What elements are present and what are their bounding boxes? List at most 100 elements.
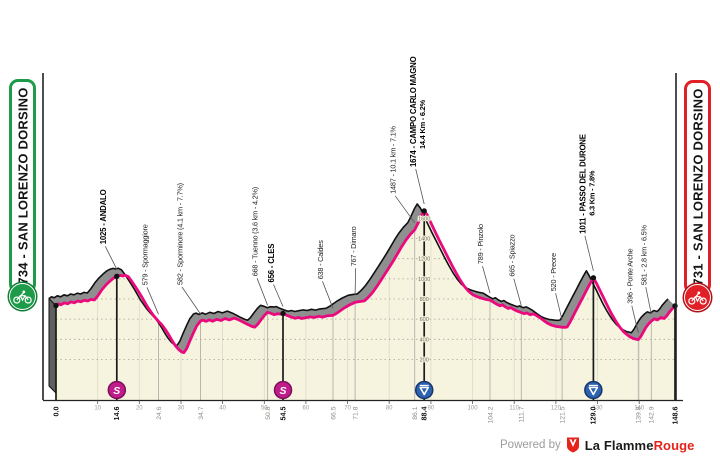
km-distance-label: 0.0: [51, 407, 60, 417]
km-distance-label: 71.8: [352, 406, 359, 419]
x-axis-tick-label: 10: [94, 406, 101, 412]
brand-black: La Flamme: [584, 437, 654, 453]
location-label: 638 - Caldes: [316, 240, 325, 280]
km-distance-label: 139.8: [636, 406, 643, 423]
label-leader-line: [513, 278, 522, 306]
label-leader-line: [256, 278, 268, 306]
elevation-scale-label: 1600: [418, 216, 430, 222]
km-distance-label: 104.2: [487, 406, 494, 423]
start-badge: 734 - SAN LORENZO DORSINO: [9, 79, 36, 293]
km-distance-label: 129.0: [589, 407, 598, 425]
km-distance-label: 66.5: [330, 406, 337, 419]
summit-dot: [280, 310, 286, 317]
location-label: 1011 - PASSO DEL DURONE: [578, 134, 587, 234]
powered-by-label: Powered by: [500, 439, 561, 451]
sprint-marker-icon: [107, 380, 127, 400]
laflammerouge-shield-icon: [566, 437, 580, 453]
feed-zone-marker-icon: [584, 380, 603, 400]
sprint-marker-icon: [273, 380, 293, 400]
x-axis-tick-label: 60: [303, 406, 310, 412]
label-leader-line: [394, 195, 416, 224]
sprint-marker-letter: S: [113, 385, 120, 397]
location-label: 520 - Preore: [549, 253, 558, 291]
km-distance-label: 50.8: [265, 406, 272, 419]
x-axis-tick-label: 30: [178, 406, 185, 412]
elevation-scale-label: 800: [420, 297, 429, 303]
x-axis-tick-label: 70: [344, 406, 351, 412]
x-axis-tick-label: 20: [136, 406, 143, 412]
start-cyclist-icon: [9, 283, 36, 310]
profile-3d-band: [49, 204, 675, 353]
label-leader-line: [555, 293, 563, 321]
summit-dot: [590, 275, 597, 281]
label-leader-line: [273, 284, 284, 307]
location-label: 396 - Ponte Arche: [625, 249, 634, 304]
km-distance-label: 148.6: [670, 407, 679, 425]
finish-cyclist-icon: [684, 284, 711, 311]
x-axis-tick-label: 40: [219, 406, 226, 412]
label-leader-line: [104, 246, 118, 270]
summit-dot: [53, 302, 59, 309]
label-leader-line: [354, 268, 356, 296]
location-label: 582 - Sporminore (4.1 km - 7.7%): [176, 183, 185, 285]
profile-line: [54, 209, 677, 354]
profile-start-face: [48, 297, 57, 395]
location-label-gradient: 14.4 Km - 6.2%: [418, 99, 427, 149]
x-axis-tick-label: 90: [428, 406, 435, 412]
elevation-scale-label: 600: [420, 317, 429, 323]
finish-badge: 731 - SAN LORENZO DORSINO: [684, 80, 711, 294]
summit-dot: [114, 273, 120, 279]
brand-red: Rouge: [653, 437, 695, 453]
km-distance-label: 54.5: [278, 407, 287, 421]
km-distance-label: 88.4: [420, 407, 429, 421]
summit-dot: [421, 208, 427, 214]
location-label: 579 - Spormaggiore: [141, 224, 150, 285]
label-leader-line: [322, 281, 334, 309]
elevation-scale-label: 400: [420, 337, 429, 343]
label-leader-line: [415, 168, 425, 205]
location-label: 789 - Pinzolo: [476, 224, 485, 264]
x-axis-tick-label: 50: [261, 406, 268, 412]
label-leader-line: [181, 286, 201, 315]
x-axis-tick-label: 130: [592, 406, 603, 412]
location-label: 581 - 2.8 km - 6.5%: [639, 225, 648, 286]
location-label: 656 - CLES: [267, 244, 276, 283]
km-distance-label: 24.6: [156, 406, 163, 419]
x-axis-tick-label: 110: [509, 406, 519, 412]
label-leader-line: [631, 305, 639, 333]
sprint-marker-letter: S: [280, 385, 287, 397]
km-distance-label: 14.6: [112, 407, 121, 421]
km-distance-label: 34.7: [198, 406, 205, 419]
feed-zone-marker-icon: [414, 380, 434, 400]
feed-zone-marker-triangle: [588, 386, 599, 396]
location-label: 665 - Spiazzo: [507, 234, 516, 276]
elevation-scale-label: 200: [420, 357, 429, 363]
summit-dot: [672, 303, 678, 309]
elevation-scale-label: 1200: [418, 257, 430, 263]
km-distance-label: 142.9: [649, 406, 656, 423]
location-label: 1487 - 10.1 km - 7.1%: [389, 125, 398, 193]
location-label: 668 - Tuenno (3.6 km - 4.2%): [251, 187, 260, 276]
label-leader-line: [645, 287, 652, 315]
km-distance-label: 86.1: [412, 406, 419, 419]
branding: Powered by La FlammeRouge: [500, 437, 695, 453]
label-leader-line: [584, 235, 594, 271]
feed-zone-marker-triangle: [419, 386, 430, 396]
elevation-scale-label: 1400: [418, 237, 430, 243]
x-axis-tick-label: 120: [551, 406, 562, 412]
brand-name: La FlammeRouge: [585, 438, 695, 453]
elevation-scale-label: 1000: [418, 277, 430, 283]
km-distance-label: 121.5: [559, 406, 566, 423]
label-leader-line: [482, 265, 491, 294]
location-label: 1674 - CAMPO CARLO MAGNO: [409, 56, 418, 167]
x-axis-tick-label: 100: [468, 406, 479, 412]
location-label: 1025 - ANDALO: [99, 189, 108, 244]
location-label: 767 - Dimaro: [349, 226, 358, 266]
location-label-gradient: 6.3 Km - 7.8%: [587, 170, 596, 216]
x-axis-tick-label: 140: [634, 406, 645, 412]
km-distance-label: 111.7: [519, 406, 526, 422]
x-axis-tick-label: 80: [386, 406, 393, 412]
profile-area-fill: [56, 211, 675, 400]
